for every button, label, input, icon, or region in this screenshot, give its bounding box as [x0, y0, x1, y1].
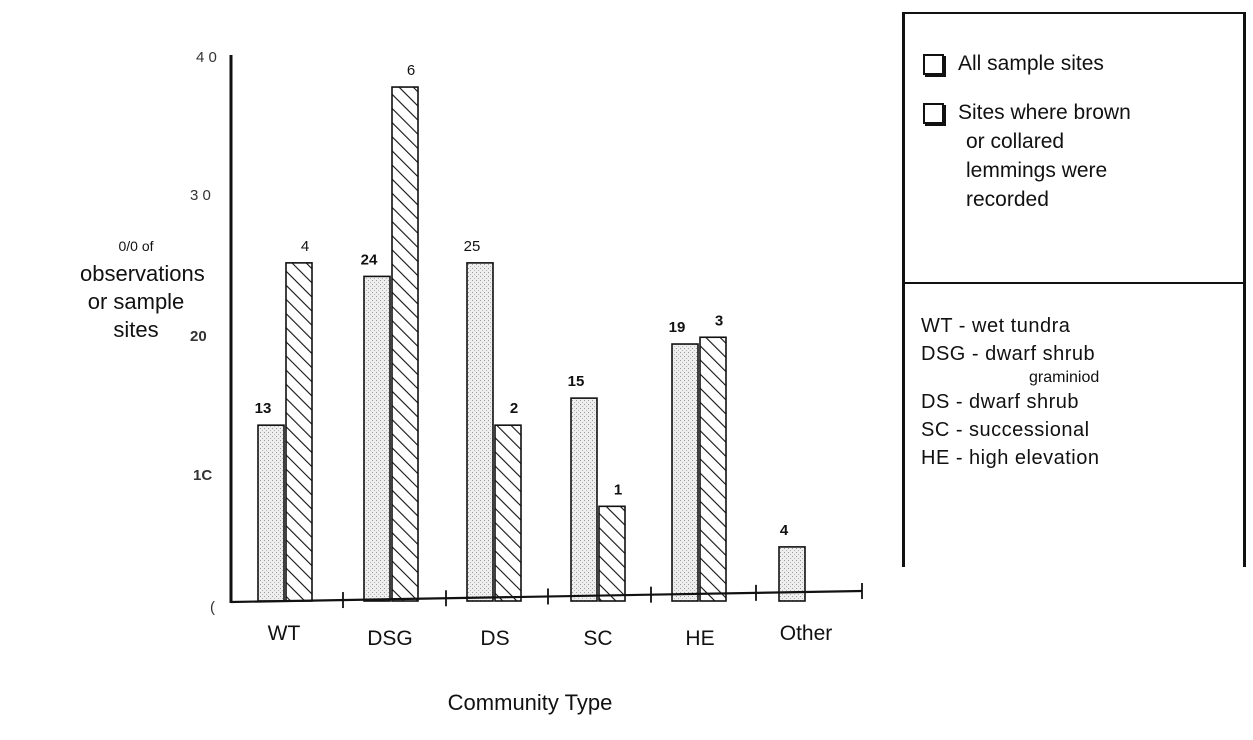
category-label-sc: SC — [583, 627, 612, 650]
y-axis-label-line: sites — [113, 317, 159, 342]
bar-ds-series-1 — [466, 262, 494, 602]
data-label-ds-series-1: 25 — [464, 238, 481, 255]
legend-series: All sample sites Sites where brown or co… — [905, 14, 1243, 284]
bar-wt-series-2 — [285, 262, 313, 602]
abbr-dsg-continuation: graminiod — [1029, 369, 1100, 386]
abbr-wt: WT - wet tundra — [921, 315, 1071, 337]
legend-entry-text: All sample sites — [958, 49, 1104, 78]
legend: All sample sites Sites where brown or co… — [902, 12, 1246, 567]
axes-layer — [229, 55, 863, 609]
legend-swatch-all-sites — [923, 54, 944, 75]
bar-he-series-1 — [671, 343, 699, 602]
data-label-other-series-1: 4 — [780, 522, 789, 539]
data-label-wt-series-1: 13 — [255, 400, 272, 417]
data-label-sc-series-1: 15 — [568, 373, 585, 390]
y-tick-label-0: ( — [210, 599, 215, 616]
data-label-ds-series-2: 2 — [510, 400, 518, 417]
legend-swatch-lemming-sites — [923, 103, 944, 124]
legend-line: recorded — [966, 188, 1049, 211]
abbreviation-key: WT - wet tundra DSG - dwarf shrub gramin… — [905, 284, 1243, 472]
legend-line: lemmings were — [966, 159, 1108, 182]
abbr-sc: SC - successional — [921, 419, 1090, 441]
y-axis-label-line: 0/0 of — [118, 238, 154, 254]
data-label-he-series-1: 19 — [669, 319, 686, 336]
category-label-dsg: DSG — [367, 627, 413, 650]
abbr-ds: DS - dwarf shrub — [921, 391, 1080, 413]
y-tick-label-40: 4 0 — [196, 49, 217, 66]
bars-layer — [257, 86, 806, 602]
legend-entry-text: Sites where brown or collared lemmings w… — [958, 98, 1131, 214]
legend-line: or collared — [966, 130, 1065, 153]
x-axis-line — [230, 589, 863, 604]
data-label-he-series-2: 3 — [715, 312, 723, 329]
y-axis-label-line: observations — [80, 261, 205, 286]
abbr-dsg: DSG - dwarf shrub — [921, 343, 1096, 365]
y-tick-label-30: 3 0 — [190, 187, 211, 204]
bar-ds-series-2 — [494, 424, 522, 602]
y-axis-label: 0/0 of observations or sample sites — [80, 232, 205, 344]
y-tick-label-20: 20 — [190, 328, 207, 345]
legend-entry-all-sites: All sample sites — [923, 49, 1243, 78]
bar-dsg-series-1 — [363, 275, 391, 602]
bar-sc-series-1 — [570, 397, 598, 602]
data-label-dsg-series-2: 6 — [407, 62, 415, 79]
bar-wt-series-1 — [257, 424, 285, 602]
abbr-he: HE - high elevation — [921, 447, 1100, 469]
bar-sc-series-2 — [598, 505, 626, 602]
bar-he-series-2 — [699, 336, 727, 602]
y-axis-label-line: or sample — [87, 289, 185, 314]
y-tick-label-10: 1C — [193, 467, 212, 484]
category-label-wt: WT — [268, 622, 301, 645]
category-label-ds: DS — [480, 627, 509, 650]
category-label-other: Other — [780, 622, 833, 645]
data-label-dsg-series-1: 24 — [361, 251, 378, 268]
legend-entry-lemming-sites: Sites where brown or collared lemmings w… — [923, 98, 1243, 214]
data-label-wt-series-2: 4 — [301, 238, 309, 255]
category-label-he: HE — [685, 627, 714, 650]
legend-line: Sites where brown — [958, 101, 1131, 124]
legend-line: All sample sites — [958, 52, 1104, 75]
data-label-sc-series-2: 1 — [614, 481, 622, 498]
bar-dsg-series-2 — [391, 86, 419, 602]
x-axis-label: Community Type — [447, 690, 613, 715]
